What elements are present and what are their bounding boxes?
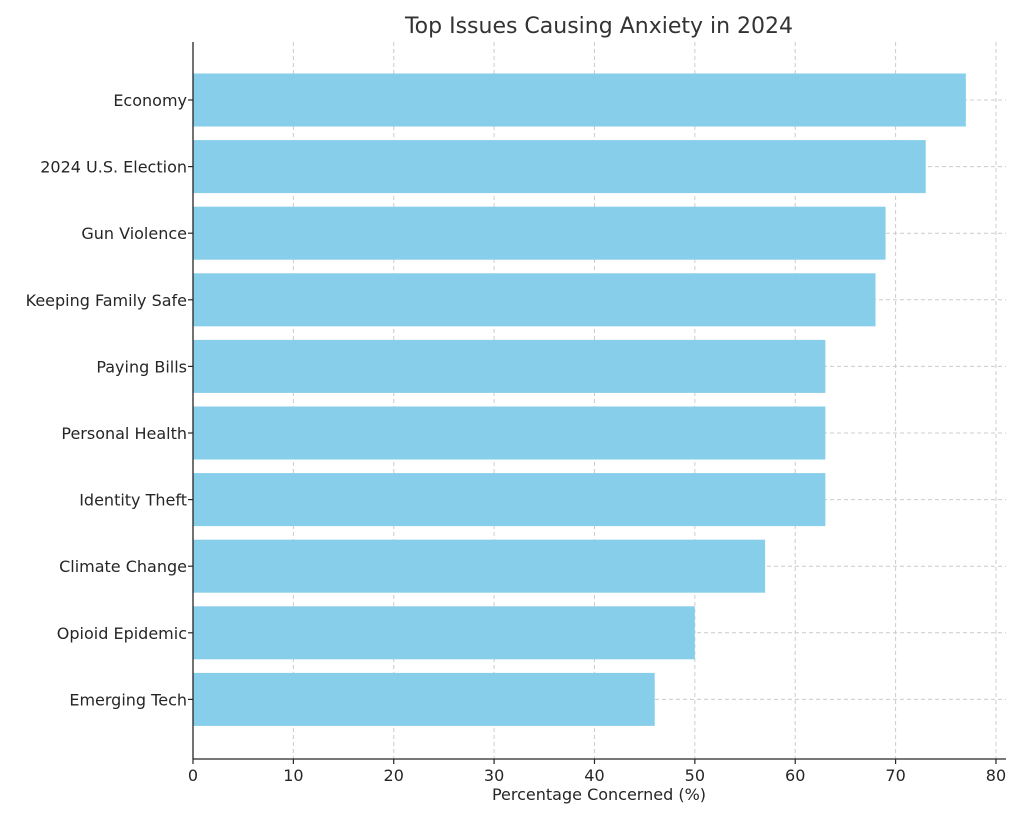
bar (193, 473, 826, 527)
x-tick-label: 30 (484, 766, 504, 785)
category-label: Emerging Tech (69, 690, 187, 709)
bar (193, 539, 766, 593)
x-axis-label: Percentage Concerned (%) (492, 785, 706, 804)
x-tick-label: 40 (584, 766, 604, 785)
axes (188, 42, 1006, 764)
bar (193, 206, 886, 260)
category-label: 2024 U.S. Election (40, 158, 187, 177)
x-tick-label: 20 (384, 766, 404, 785)
x-tick-label: 80 (986, 766, 1006, 785)
labels: 0 10 20 30 40 50 60 70 80 Economy 2024 U.S. Electi… (26, 91, 1007, 785)
bar (193, 140, 926, 194)
bar (193, 273, 876, 327)
category-label: Opioid Epidemic (57, 624, 187, 643)
bar (193, 406, 826, 460)
bar (193, 339, 826, 393)
category-label: Personal Health (61, 424, 187, 443)
category-label: Economy (113, 91, 187, 110)
category-label: Keeping Family Safe (26, 291, 187, 310)
x-tick-label: 60 (785, 766, 805, 785)
bars (193, 73, 966, 726)
bar (193, 672, 655, 726)
x-tick-label: 10 (283, 766, 303, 785)
category-label: Paying Bills (96, 357, 187, 376)
x-tick-label: 70 (885, 766, 905, 785)
category-label: Climate Change (59, 557, 187, 576)
x-tick-label: 0 (188, 766, 198, 785)
bar (193, 73, 966, 127)
chart-title: Top Issues Causing Anxiety in 2024 (404, 14, 793, 39)
category-label: Gun Violence (81, 224, 187, 243)
x-tick-label: 50 (685, 766, 705, 785)
category-label: Identity Theft (79, 491, 187, 510)
bar (193, 606, 695, 660)
